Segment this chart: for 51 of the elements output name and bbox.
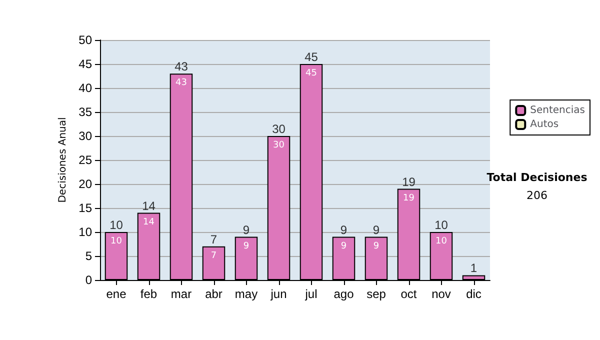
- total-label: 43: [174, 60, 188, 74]
- y-axis-title: Decisiones Anual: [57, 117, 68, 203]
- y-tick-label: 5: [85, 249, 92, 263]
- x-tick-label: sep: [366, 287, 386, 301]
- data-label: 45: [306, 68, 317, 78]
- x-tick-label: jul: [304, 287, 318, 301]
- total-label: 19: [402, 174, 416, 189]
- x-tick-label: jun: [270, 287, 287, 301]
- annotation: Total Decisiones: [486, 171, 588, 184]
- total-label: 7: [210, 232, 218, 246]
- text: 206: [526, 189, 548, 202]
- total-label: 9: [340, 222, 348, 237]
- x-tick-label: may: [234, 287, 258, 301]
- y-tick-label: 25: [78, 153, 92, 167]
- total-label: 9: [372, 222, 380, 237]
- data-label: 43: [176, 78, 187, 88]
- x-tick-label: nov: [432, 287, 451, 301]
- x-tick-label: abr: [205, 287, 222, 301]
- y-tick-label: 15: [78, 201, 92, 215]
- total-label: 45: [304, 50, 318, 64]
- total-label: 14: [142, 198, 156, 213]
- data-label: 7: [210, 250, 217, 261]
- y-tick-label: 50: [78, 33, 92, 47]
- x-tick-label: mar: [170, 287, 192, 301]
- data-label: 10: [110, 236, 122, 246]
- total-label: 9: [242, 222, 250, 237]
- data-label: 19: [403, 193, 415, 204]
- x-tick-label: ene: [106, 287, 127, 301]
- data-label: 9: [243, 241, 250, 252]
- y-tick-label: 45: [78, 57, 92, 71]
- total-label: 30: [272, 122, 286, 136]
- total-label: 1: [470, 261, 478, 276]
- y-tick-label: 0: [85, 273, 92, 287]
- legend-label: Autos: [530, 119, 559, 130]
- x-tick-label: oct: [400, 287, 418, 301]
- legend-label: Sentencias: [530, 105, 586, 116]
- data-label: 9: [373, 241, 380, 252]
- y-tick-label: 20: [78, 177, 92, 191]
- total-label: 10: [434, 218, 448, 232]
- data-label: 10: [436, 236, 448, 246]
- y-tick-label: 10: [78, 225, 92, 239]
- x-tick-label: dic: [466, 287, 482, 301]
- data-label: 9: [340, 241, 347, 252]
- y-tick-label: 40: [78, 81, 92, 95]
- data-label: 30: [273, 140, 285, 150]
- x-tick-label: ago: [334, 287, 354, 301]
- data-label: 14: [143, 217, 155, 228]
- y-tick-label: 35: [78, 105, 92, 119]
- y-tick-label: 30: [78, 129, 92, 143]
- total-label: 10: [110, 218, 124, 232]
- x-tick-label: feb: [140, 287, 158, 301]
